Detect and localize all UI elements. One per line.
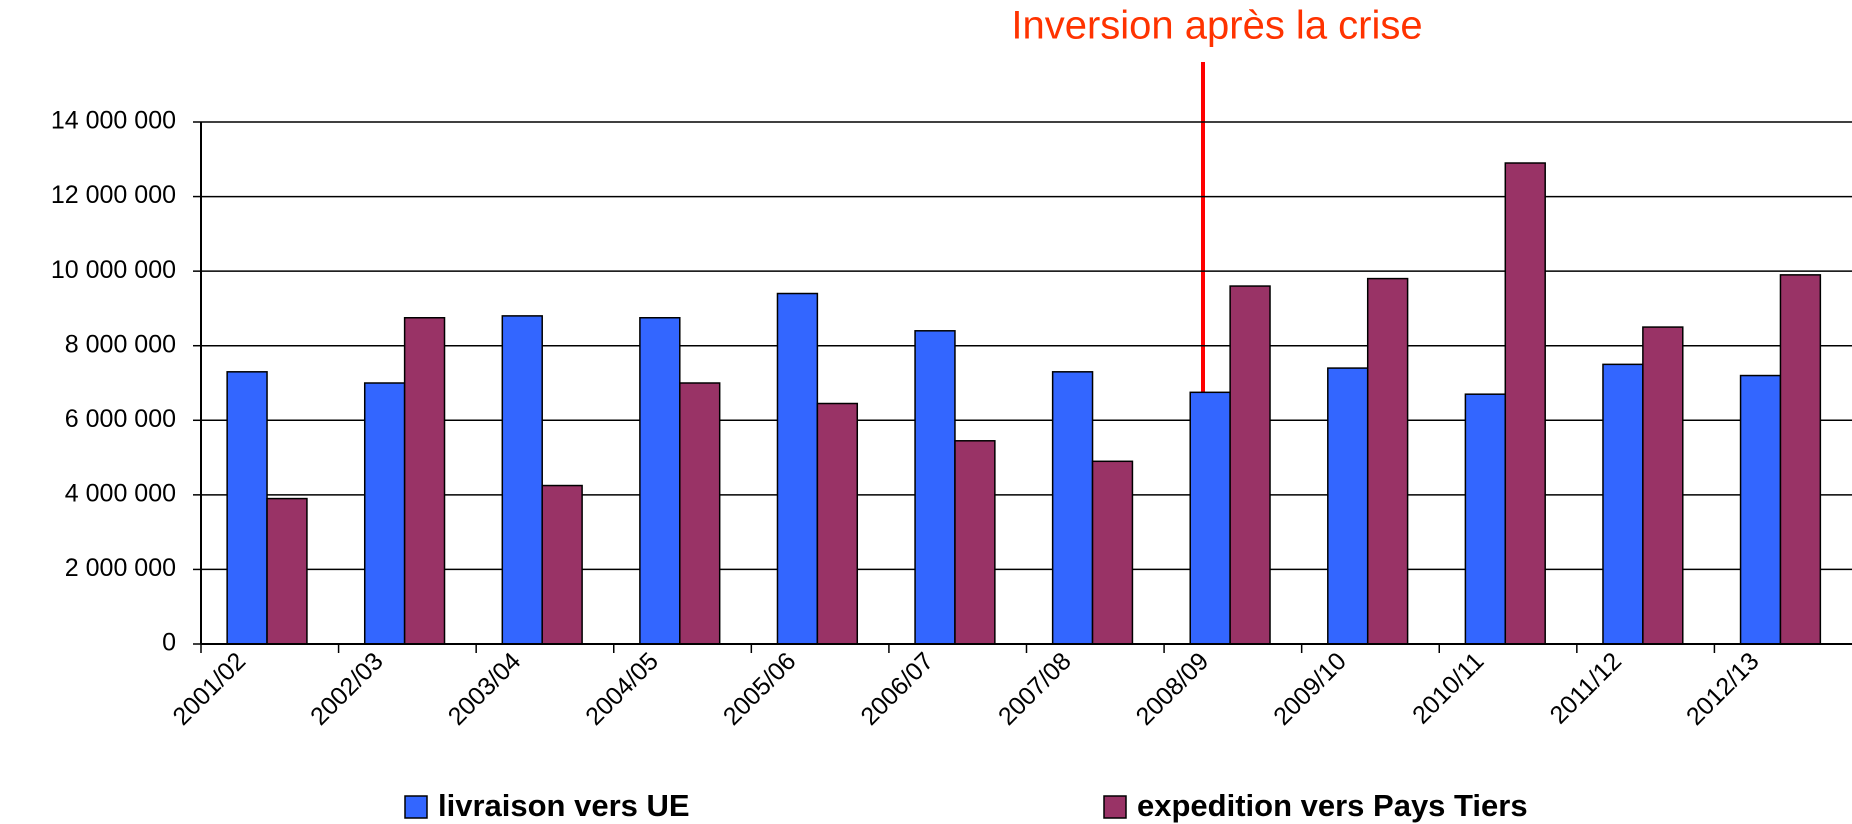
- x-tick-label: 2001/02: [167, 647, 251, 731]
- bar: [1602, 363, 1644, 645]
- x-tick-label: 2004/05: [580, 647, 664, 731]
- x-tick-label: 2007/08: [993, 647, 1077, 731]
- bar: [363, 382, 406, 645]
- y-tick-label: 6 000 000: [65, 405, 176, 433]
- y-tick-label: 12 000 000: [51, 181, 176, 209]
- bar: [501, 315, 543, 645]
- bar: [1091, 460, 1134, 645]
- bar: [639, 317, 681, 645]
- bar: [1779, 274, 1822, 645]
- bar: [266, 497, 308, 645]
- x-tick-label: 2003/04: [443, 647, 527, 731]
- bar: [914, 330, 956, 645]
- x-tick-label: 2011/12: [1545, 647, 1627, 729]
- bar: [1464, 393, 1507, 645]
- y-tick-label: 4 000 000: [65, 479, 176, 507]
- legend-swatch: [1103, 795, 1127, 819]
- x-tick-label: 2010/11: [1407, 647, 1489, 729]
- bar: [1051, 371, 1094, 645]
- bar: [1327, 367, 1369, 645]
- bar: [1642, 326, 1684, 645]
- x-tick-label: 2005/06: [718, 647, 802, 731]
- x-tick-label: 2009/10: [1268, 647, 1352, 731]
- bar: [226, 371, 268, 645]
- legend-label: livraison vers UE: [438, 788, 690, 823]
- bar: [1189, 391, 1231, 645]
- bar: [776, 292, 819, 645]
- x-tick-label: 2012/13: [1681, 647, 1765, 731]
- bar: [1504, 162, 1546, 645]
- bar: [1739, 374, 1782, 645]
- x-tick-label: 2006/07: [855, 647, 939, 731]
- bar: [679, 382, 721, 645]
- y-tick-label: 2 000 000: [65, 554, 176, 582]
- annotation: Inversion après la crise: [1011, 4, 1422, 48]
- bar: [403, 317, 446, 645]
- x-tick-label: 2008/09: [1131, 647, 1215, 731]
- y-tick-label: 14 000 000: [51, 107, 176, 135]
- bar: [1229, 285, 1271, 645]
- x-tick-label: 2002/03: [305, 647, 389, 731]
- legend-swatch: [404, 795, 428, 819]
- bar: [954, 440, 996, 645]
- y-tick-label: 10 000 000: [51, 256, 176, 284]
- legend-label: expedition vers Pays Tiers: [1137, 788, 1528, 823]
- bar: [1366, 277, 1409, 645]
- y-tick-label: 8 000 000: [65, 330, 176, 358]
- y-tick-label: 0: [162, 629, 176, 657]
- bar: [816, 402, 859, 645]
- bar: [541, 484, 583, 645]
